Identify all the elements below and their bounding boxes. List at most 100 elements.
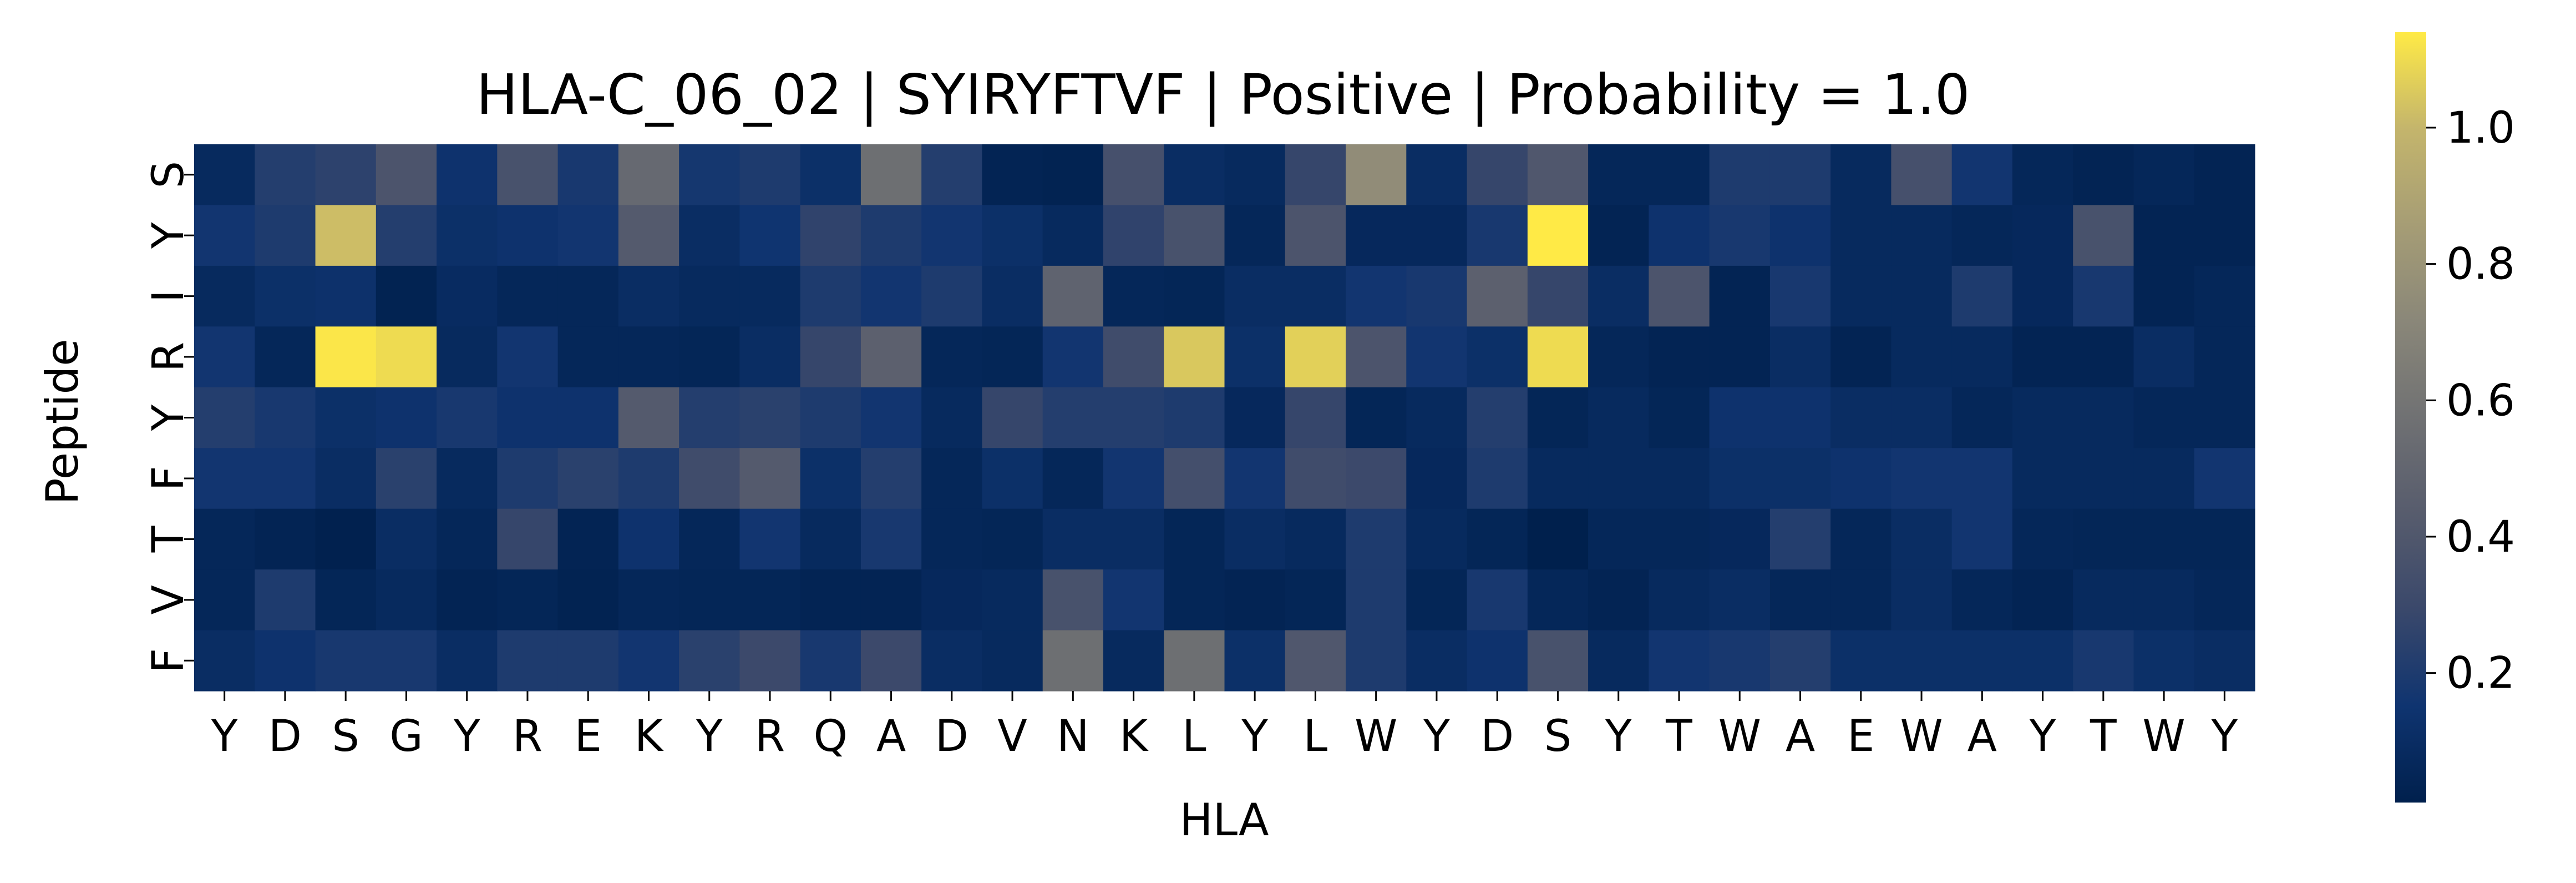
heatmap-cell [2073,326,2134,388]
heatmap-cell [1527,144,1589,206]
x-tick-label: D [1480,712,1514,761]
heatmap-cell [1830,326,1892,388]
heatmap-cell [1346,387,1407,448]
heatmap-cell [860,265,922,327]
heatmap-cell [1588,265,1649,327]
heatmap-cell [255,387,316,448]
heatmap-cell [557,326,619,388]
x-tick-label: D [268,712,302,761]
heatmap-cell [1346,569,1407,631]
heatmap-cell [1224,630,1286,692]
x-tick-label: Y [2211,712,2238,761]
heatmap-cell [1709,630,1771,692]
heatmap-cell [860,508,922,570]
heatmap-cell [194,448,255,509]
heatmap-cell [618,144,680,206]
heatmap-cell [437,326,498,388]
heatmap-cell [1346,448,1407,509]
x-tick-label: Q [814,712,848,761]
x-tick-label: R [755,712,785,761]
heatmap-cell [618,326,680,388]
y-tick-label: Y [144,404,194,431]
heatmap-cell [982,448,1043,509]
heatmap-cell [860,205,922,266]
x-tick-label: K [1119,712,1149,761]
heatmap-cell [557,205,619,266]
heatmap-cell [1406,326,1468,388]
heatmap-cell [1891,630,1953,692]
x-tick-label: T [1665,712,1692,761]
heatmap-cell [2133,630,2195,692]
heatmap-cell [437,448,498,509]
heatmap-cell [1891,205,1953,266]
y-tick-label: I [144,290,194,302]
heatmap-cell [1951,144,2013,206]
x-tick-label: S [332,712,359,761]
heatmap-cell [557,265,619,327]
heatmap-cell [2073,448,2134,509]
heatmap-cell [1830,569,1892,631]
heatmap-cell [1224,144,1286,206]
colorbar-ticks: 0.2 0.4 0.6 0.8 1.0 [2426,103,2515,699]
x-tick-label: L [1182,712,1206,761]
heatmap-cell [679,265,740,327]
heatmap-cell [1224,205,1286,266]
heatmap-cell [1467,205,1528,266]
heatmap-cell [1951,326,2013,388]
heatmap-cell [982,387,1043,448]
heatmap-cell [1588,508,1649,570]
heatmap-cell [1406,630,1468,692]
heatmap-cell [800,265,861,327]
x-tick-label: Y [1241,712,1268,761]
heatmap-cell [255,326,316,388]
heatmap-cell [1527,326,1589,388]
heatmap-cell [497,569,559,631]
x-tick-label: N [1057,712,1089,761]
heatmap-cell [437,144,498,206]
heatmap-cell [1709,448,1771,509]
heatmap-cell [618,630,680,692]
heatmap-cell [557,144,619,206]
heatmap-cell [1103,630,1164,692]
x-tick-label: K [635,712,664,761]
heatmap-cell [194,326,255,388]
colorbar-tick-label: 0.6 [2446,376,2515,426]
heatmap-cell [1649,448,1710,509]
heatmap-cell [497,144,559,206]
heatmap-cell [2133,326,2195,388]
heatmap-cell [497,630,559,692]
heatmap-cell [1164,326,1225,388]
heatmap-cell [860,326,922,388]
x-tick-label: Y [211,712,238,761]
heatmap-cell [1224,387,1286,448]
heatmap-cell [497,326,559,388]
heatmap-cell [618,205,680,266]
heatmap-cell [1164,205,1225,266]
heatmap-cell [921,265,983,327]
heatmap-cell [1103,448,1164,509]
heatmap-cell [1527,630,1589,692]
heatmap-cell [2133,205,2195,266]
heatmap-cell [800,326,861,388]
heatmap-cell [2012,205,2073,266]
heatmap-cell [437,630,498,692]
chart-title: HLA-C_06_02 | SYIRYFTVF | Positive | Pro… [476,62,1970,127]
heatmap-cell [1709,205,1771,266]
heatmap-cell [1346,508,1407,570]
heatmap-cell [2012,569,2073,631]
heatmap-cell [376,630,437,692]
heatmap-cell [255,205,316,266]
heatmap-cell [1467,630,1528,692]
heatmap-cell [437,387,498,448]
heatmap-cell [2133,448,2195,509]
heatmap-cell [1285,265,1346,327]
heatmap-cell [1588,569,1649,631]
heatmap-cell [194,144,255,206]
heatmap-cell [1709,265,1771,327]
heatmap-cell [1103,326,1164,388]
heatmap-cell [1951,265,2013,327]
heatmap-cell [1588,144,1649,206]
heatmap-cell [1103,205,1164,266]
heatmap-cell [1406,144,1468,206]
